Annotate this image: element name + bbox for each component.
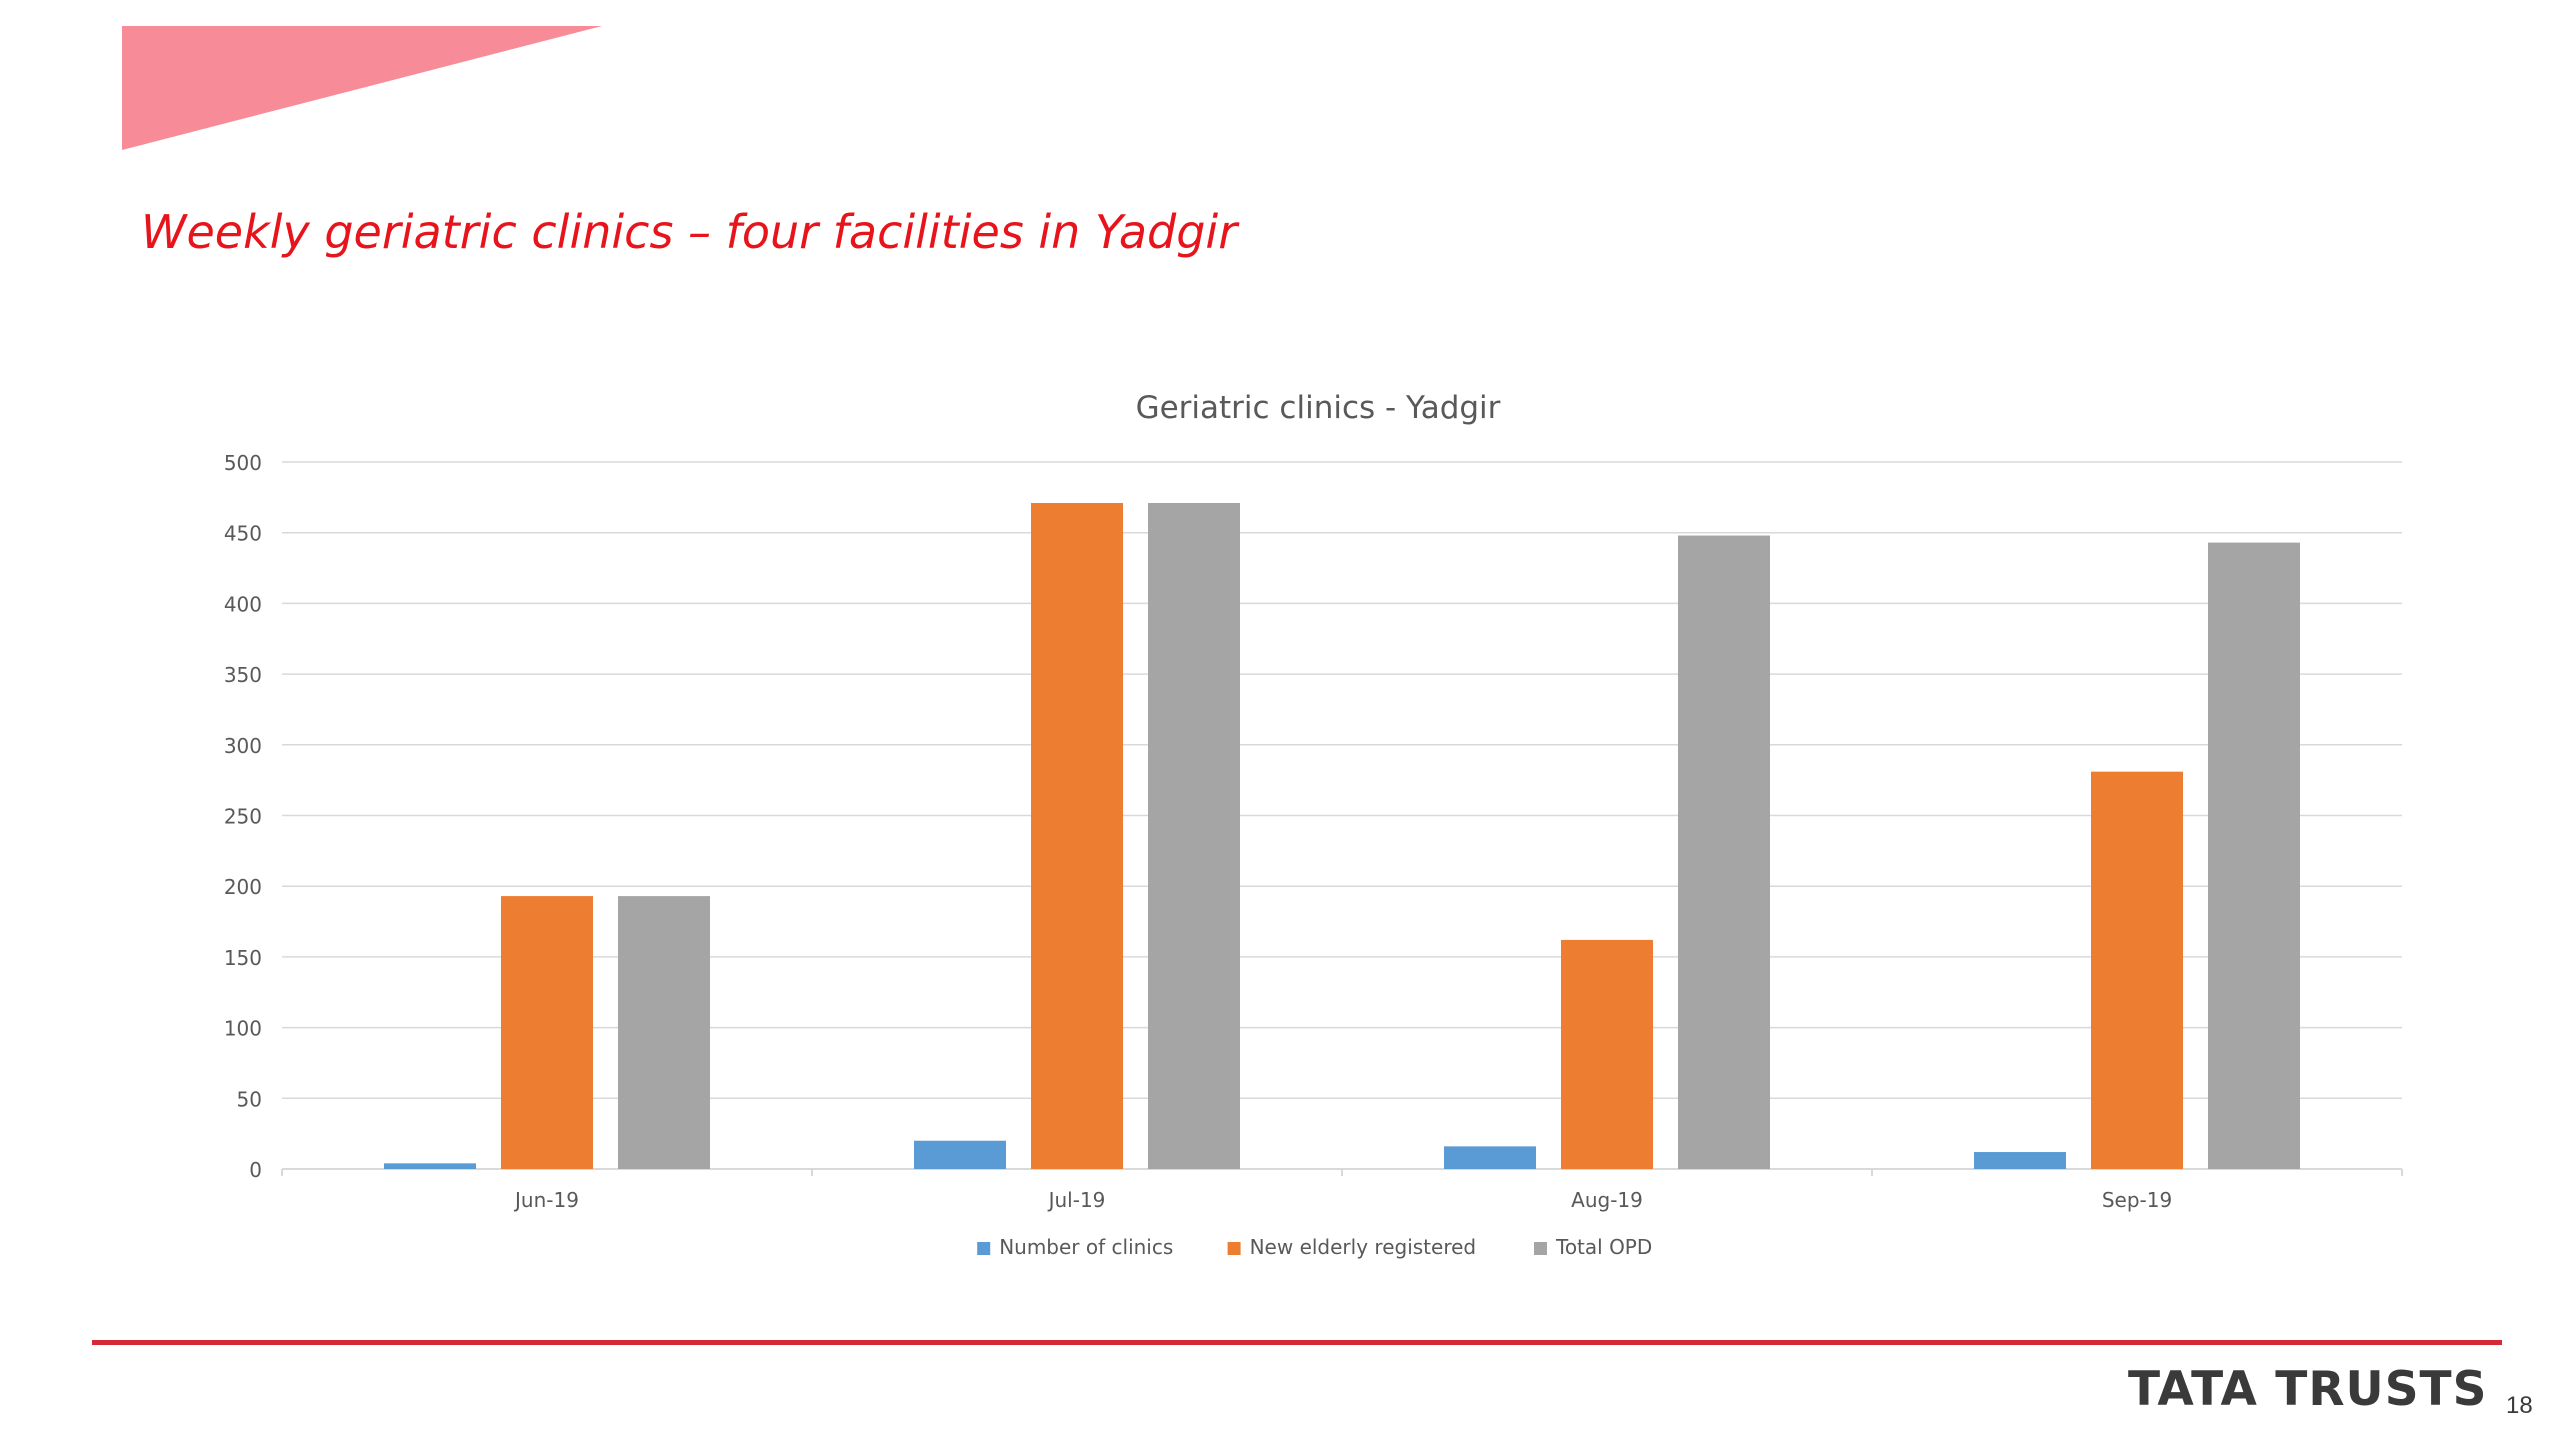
x-axis-labels: Jun-19 Jul-19 Aug-19 Sep-19 (513, 1188, 2172, 1212)
y-tick-label: 400 (224, 592, 262, 616)
bars (384, 503, 2300, 1170)
legend-item: New elderly registered (1227, 1235, 1477, 1259)
y-tick-label: 50 (237, 1087, 262, 1111)
bar-number-of-clinics-jun-19 (384, 1163, 476, 1169)
legend-label: Total OPD (1555, 1235, 1652, 1259)
x-tick-label: Jun-19 (513, 1188, 579, 1212)
legend-label: Number of clinics (999, 1235, 1173, 1259)
legend-swatch (1534, 1242, 1547, 1255)
x-tick-label: Jul-19 (1047, 1188, 1106, 1212)
bar-total-opd-sep-19 (2208, 542, 2300, 1169)
y-tick-label: 100 (224, 1017, 262, 1041)
bar-number-of-clinics-aug-19 (1444, 1146, 1536, 1169)
legend-item: Total OPD (1534, 1235, 1652, 1259)
y-tick-label: 300 (224, 734, 262, 758)
chart-title: Geriatric clinics - Yadgir (1136, 390, 1501, 426)
brand-logo: TATA TRUSTS (2128, 1362, 2488, 1417)
gridlines (282, 461, 2402, 1100)
legend-swatch (977, 1242, 991, 1255)
x-axis (281, 1168, 2403, 1176)
y-axis-ticks: 0 50 100 150 200 250 300 350 400 450 500 (224, 451, 262, 1182)
accent-triangle-shape (122, 26, 602, 150)
y-tick-label: 0 (249, 1158, 262, 1182)
y-tick-label: 350 (224, 663, 262, 687)
y-tick-label: 500 (224, 451, 262, 475)
y-tick-label: 150 (224, 946, 262, 970)
legend: Number of clinics New elderly registered T… (977, 1235, 1652, 1259)
y-tick-label: 250 (224, 805, 262, 829)
y-tick-label: 450 (224, 522, 262, 546)
bar-number-of-clinics-sep-19 (1974, 1152, 2066, 1169)
bar-new-elderly-registered-jul-19 (1031, 503, 1123, 1170)
bar-new-elderly-registered-jun-19 (501, 896, 593, 1169)
legend-item: Number of clinics (977, 1235, 1173, 1259)
y-tick-label: 200 (224, 875, 262, 899)
footer-rule (92, 1340, 2502, 1345)
bar-new-elderly-registered-sep-19 (2091, 771, 2183, 1169)
x-tick-label: Aug-19 (1571, 1188, 1643, 1212)
bar-total-opd-aug-19 (1678, 535, 1770, 1169)
x-tick-label: Sep-19 (2102, 1188, 2172, 1212)
slide-title: Weekly geriatric clinics – four faciliti… (141, 205, 1238, 259)
legend-label: New elderly registered (1250, 1235, 1477, 1259)
bar-total-opd-jul-19 (1148, 503, 1240, 1170)
bar-total-opd-jun-19 (618, 896, 710, 1169)
bar-number-of-clinics-jul-19 (914, 1140, 1006, 1169)
page-number: 18 (2506, 1392, 2533, 1419)
bar-new-elderly-registered-aug-19 (1561, 939, 1653, 1169)
legend-swatch (1227, 1242, 1241, 1255)
